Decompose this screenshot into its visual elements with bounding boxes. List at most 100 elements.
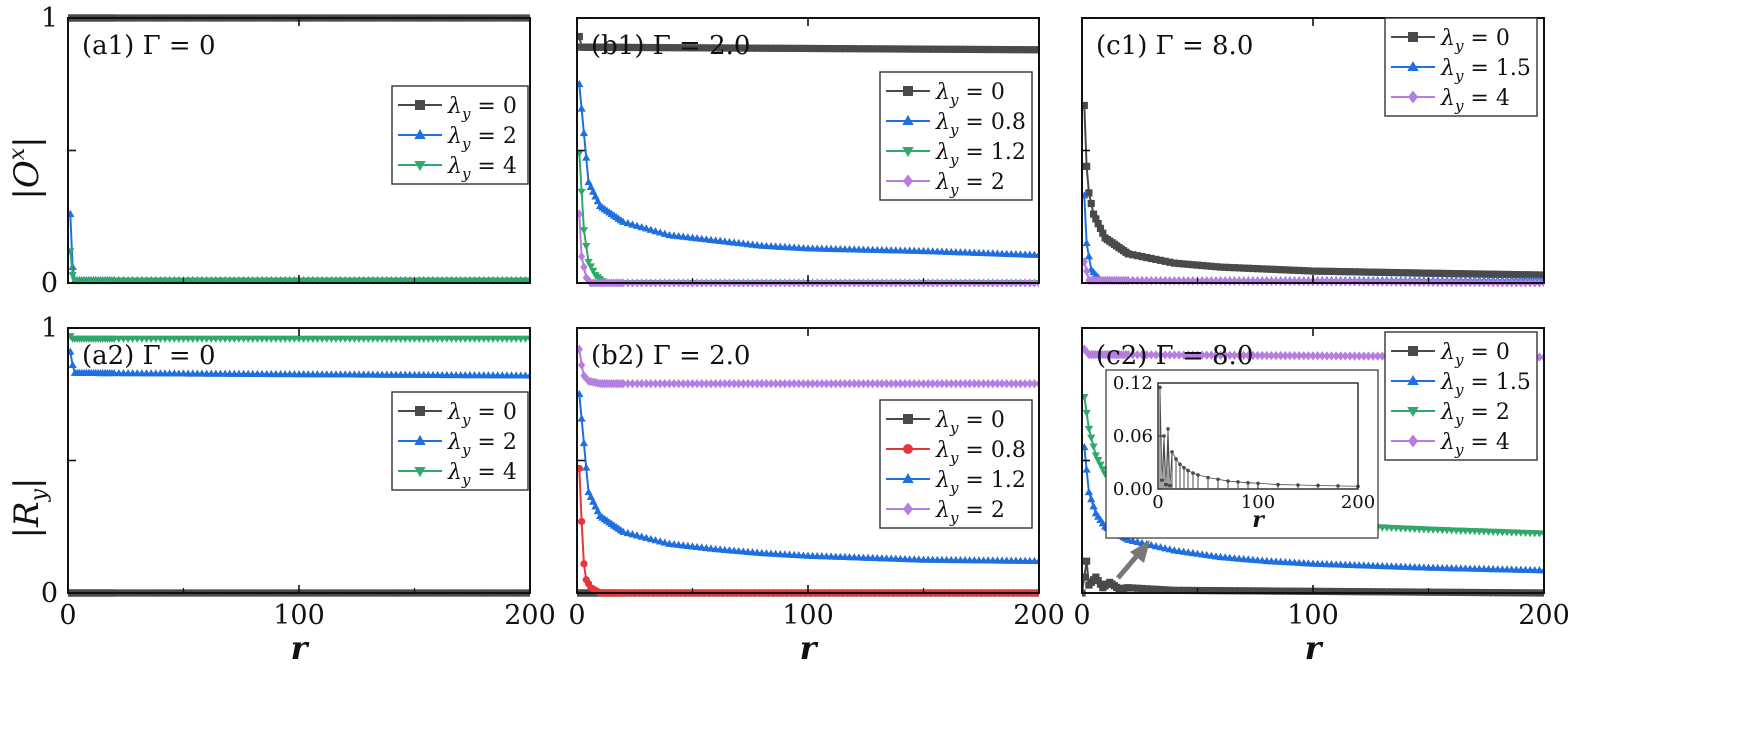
data-point	[882, 45, 891, 53]
data-point	[832, 45, 840, 53]
data-point	[1350, 277, 1359, 287]
data-point	[1263, 587, 1271, 595]
inset-x-tick-label: 200	[1341, 492, 1375, 513]
legend-item: λy = 0.8	[886, 438, 1026, 467]
legend-sub: y	[461, 165, 471, 183]
legend-sub: y	[1454, 37, 1464, 55]
data-point	[1152, 255, 1160, 264]
ylabel-top: |Ox|	[5, 136, 47, 199]
data-point	[753, 378, 761, 389]
data-point	[651, 378, 660, 389]
data-point	[1341, 268, 1349, 276]
data-point	[1341, 277, 1349, 287]
data-point	[947, 45, 955, 53]
data-point	[68, 248, 75, 256]
legend-marker	[414, 161, 426, 171]
panel-c1: (c1) Γ = 8.0 λy = 0λy = 1.5λy = 4	[1081, 17, 1545, 287]
legend-lambda: λ	[1440, 400, 1455, 425]
data-point	[906, 45, 914, 53]
data-point	[1161, 350, 1169, 360]
data-point	[623, 528, 632, 537]
x-axis-label: r	[1305, 629, 1324, 667]
legend-value: = 0.8	[958, 438, 1025, 463]
data-point	[836, 45, 844, 53]
data-point	[624, 378, 632, 389]
data-point	[1083, 162, 1091, 170]
data-point	[952, 45, 960, 53]
legend-lambda: λ	[447, 460, 462, 485]
data-point	[1084, 487, 1094, 496]
data-point	[1448, 269, 1456, 278]
data-point	[675, 378, 683, 389]
data-point	[698, 378, 706, 389]
legend-marker	[1408, 434, 1418, 448]
x-tick-label: 100	[782, 600, 834, 631]
legend-item: λy = 2	[886, 170, 1005, 199]
data-point	[633, 43, 641, 52]
data-point	[1184, 586, 1192, 595]
data-point	[790, 378, 798, 389]
data-point	[924, 45, 932, 53]
data-point	[1184, 260, 1192, 268]
data-point	[716, 44, 724, 52]
data-point	[1084, 425, 1094, 434]
data-point	[1189, 586, 1197, 595]
legend-marker	[1408, 346, 1418, 356]
data-point	[1374, 268, 1382, 276]
data-point	[1147, 540, 1156, 549]
data-point	[1337, 267, 1345, 276]
legend-lambda: λ	[935, 438, 950, 463]
data-point	[785, 378, 794, 389]
data-point	[776, 378, 784, 389]
data-point	[624, 43, 632, 52]
data-point	[721, 44, 729, 52]
data-point	[915, 45, 923, 53]
y-tick-label: 1	[41, 313, 58, 344]
data-point	[642, 224, 651, 232]
data-point	[1267, 587, 1276, 595]
data-point	[961, 45, 969, 53]
data-point	[1498, 270, 1507, 278]
data-point	[1212, 350, 1220, 360]
legend-item: λy = 1.5	[1391, 370, 1531, 399]
series-gray	[1082, 101, 1544, 279]
data-point	[1295, 351, 1303, 361]
legend-label: λy = 0.8	[935, 110, 1026, 139]
data-point	[1156, 585, 1165, 594]
data-point	[1082, 442, 1089, 451]
y-tick-label: 1	[41, 3, 58, 34]
data-point	[1152, 350, 1160, 360]
inset-x-tick-label: 0	[1152, 492, 1163, 513]
data-point	[1170, 350, 1178, 360]
legend-sub: y	[461, 441, 471, 459]
legend-marker	[1407, 407, 1419, 417]
data-point	[818, 378, 826, 389]
legend-sub: y	[1454, 411, 1464, 429]
data-point	[577, 79, 584, 88]
data-point	[619, 527, 628, 535]
inset-y-tick-label: 0.06	[1113, 426, 1153, 447]
data-point	[1466, 270, 1474, 278]
data-point	[1235, 264, 1243, 272]
legend-value: = 4	[1463, 86, 1509, 111]
legend-value: = 0	[470, 400, 516, 425]
data-point	[1007, 46, 1015, 54]
data-point	[1189, 350, 1197, 360]
data-point	[947, 378, 955, 389]
data-point	[1203, 586, 1211, 595]
legend-sub: y	[1454, 67, 1464, 85]
data-point	[758, 44, 766, 52]
legend-sub: y	[1454, 441, 1464, 459]
data-point	[832, 378, 840, 389]
inset-y-tick-label: 0.00	[1113, 479, 1153, 500]
data-point	[1364, 277, 1373, 287]
legend-label: λy = 1.2	[935, 468, 1026, 497]
data-point	[1217, 263, 1225, 271]
data-point	[1323, 267, 1331, 275]
series-blue	[68, 347, 530, 379]
data-point	[1133, 252, 1142, 260]
data-point	[1374, 588, 1382, 596]
data-point	[882, 378, 891, 389]
data-point	[1290, 351, 1299, 361]
series-line	[1083, 105, 1544, 277]
